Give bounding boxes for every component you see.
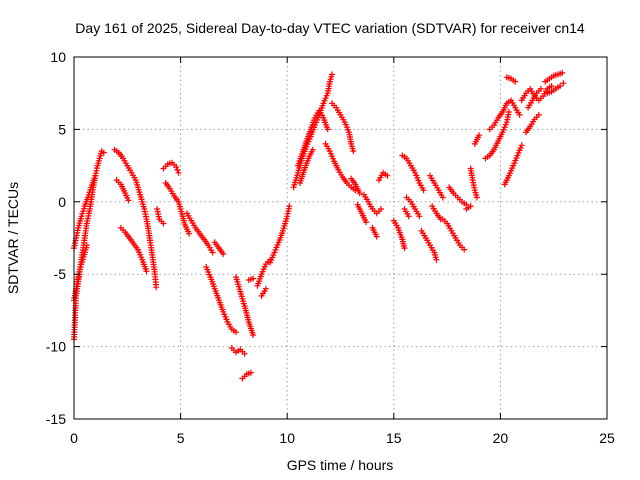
data-point [233, 329, 239, 336]
y-tick-label: -15 [46, 411, 66, 427]
data-points [71, 69, 567, 382]
data-point [324, 126, 331, 133]
data-point [262, 285, 269, 292]
y-tick-label: 10 [50, 49, 66, 65]
data-point [476, 132, 483, 139]
data-point [537, 85, 544, 92]
x-tick-label: 20 [493, 430, 509, 446]
data-point [439, 194, 446, 201]
data-point [473, 194, 480, 201]
data-point [175, 169, 182, 176]
data-point [560, 80, 567, 87]
axis-ticks: 0 5 10 15 20 25 -15 -10 -5 0 5 10 [46, 49, 615, 446]
data-point [356, 190, 363, 197]
data-point [433, 256, 440, 263]
data-point [143, 268, 150, 275]
data-point [92, 172, 99, 179]
data-point [83, 242, 90, 249]
x-tick-label: 25 [599, 430, 615, 446]
data-point [186, 230, 193, 237]
data-point [250, 275, 257, 282]
data-point [363, 219, 370, 226]
data-point [329, 71, 335, 78]
data-point [512, 78, 519, 85]
data-point [153, 284, 160, 291]
data-point [518, 142, 525, 149]
data-point [250, 332, 257, 338]
data-point [248, 369, 254, 376]
data-point [384, 172, 391, 179]
data-point [420, 187, 427, 194]
x-axis-label: GPS time / hours [287, 457, 394, 473]
data-point [350, 148, 357, 155]
x-tick-label: 10 [279, 430, 295, 446]
data-point [416, 213, 423, 220]
data-point [535, 111, 542, 118]
y-tick-label: -10 [46, 339, 66, 355]
data-point [500, 126, 507, 133]
data-point [100, 149, 107, 156]
plot-frame [73, 56, 608, 420]
data-point [174, 166, 181, 173]
x-tick-label: 15 [386, 430, 402, 446]
data-point [378, 206, 384, 212]
y-tick-label: 0 [58, 194, 66, 210]
x-tick-label: 0 [70, 430, 78, 446]
data-point [463, 206, 470, 212]
data-point [505, 109, 512, 115]
data-point [160, 220, 167, 227]
data-point [373, 233, 380, 240]
x-tick-label: 5 [177, 430, 185, 446]
data-point [401, 245, 408, 252]
data-point [286, 203, 293, 210]
data-point [461, 246, 468, 253]
data-point [322, 95, 329, 102]
y-tick-label: -5 [54, 266, 67, 282]
data-point [557, 83, 564, 89]
data-point [309, 146, 316, 153]
data-point [173, 164, 180, 170]
y-tick-label: 5 [58, 121, 66, 137]
chart-title: Day 161 of 2025, Sidereal Day-to-day VTE… [75, 20, 585, 36]
data-point [220, 250, 227, 257]
y-axis-label: SDTVAR / TECUs [5, 182, 21, 294]
grid [74, 57, 607, 419]
data-point [516, 111, 523, 118]
data-point [241, 350, 248, 357]
data-point [405, 213, 412, 220]
data-point [559, 69, 566, 76]
data-point [548, 83, 555, 89]
data-point [209, 249, 216, 256]
data-point [125, 197, 132, 204]
